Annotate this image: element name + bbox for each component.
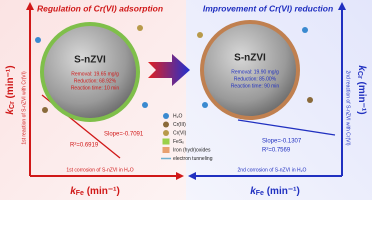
right-title: Improvement of Cr(VI) reduction [203,3,333,13]
legend-swatch [162,147,170,153]
r-squared: R²=0.6919 [70,143,99,149]
removal: Removal: 19.65 mg/g [71,71,119,77]
legend: H₂O Cr(III) Cr(VI) FeSₓ Iron (hydr)oxides ele… [161,113,213,162]
left-title: Regulation of Cr(VI) adsorption [37,3,163,13]
arrowhead [176,172,184,180]
legend-label: H₂O [173,113,183,119]
trend-line [237,119,336,136]
subscript: Fe [256,190,264,197]
corrosion-label: 2nd corrosion of S-nZVI in H₂O [238,167,307,173]
left-y-label: kCr (min⁻¹) [5,65,16,114]
right-particle: S-nZVI Removal: 19.90 mg/g Reduction: 85… [200,20,300,120]
transition-arrow [148,54,190,86]
unit: (min⁻¹) [84,186,120,197]
subscript: Cr [356,71,363,79]
slope: Slope=-0.7091 [104,132,144,138]
unit: (min⁻¹) [356,79,367,115]
unit: (min⁻¹) [5,65,16,101]
right-y-label: kCr (min⁻¹) [356,65,367,114]
legend-swatch [163,113,169,119]
ions [35,25,313,113]
reduction: Reduction: 85.00% [234,76,277,82]
subscript: Cr [9,101,16,109]
legend-swatch [162,138,170,145]
particle-label: S-nZVI [234,53,266,64]
corrosion-label: 1st corrosion of S-nZVI in H₂O [66,167,133,173]
k-symbol: k [356,65,367,71]
graphical-abstract: Regulation of Cr(VI) adsorption Improvem… [0,0,372,200]
core [204,24,296,116]
k-symbol: k [70,186,76,197]
k-symbol: k [250,186,256,197]
arrowhead [338,2,346,10]
slope: Slope=-0.1307 [262,139,302,145]
legend-swatch [163,130,169,136]
reaction-label: 1st reaction of S-nZVI with Cr(VI) [21,71,27,145]
core [44,26,136,118]
subscript: Fe [76,190,84,197]
removal: Removal: 19.90 mg/g [231,69,279,75]
left-particle: S-nZVI Removal: 19.65 mg/g Reduction: 68… [40,22,140,122]
legend-label: Cr(III) [173,122,186,128]
reaction-time: Reaction time: 10 min [71,85,120,91]
legend-label: FeSₓ [173,139,184,145]
arrowhead [26,2,34,10]
right-x-label: kFe (min⁻¹) [250,186,300,197]
left-x-label: kFe (min⁻¹) [70,186,120,197]
legend-swatch [163,121,169,128]
reaction-time: Reaction time: 90 min [231,83,280,89]
unit: (min⁻¹) [264,186,300,197]
legend-label: electron tunneling [173,156,213,162]
reaction-label: 2nd reaction of S-nZVI with Cr(VI) [345,70,351,145]
arrowhead [188,172,196,180]
reduction: Reduction: 68.92% [74,78,117,84]
particle-label: S-nZVI [74,55,106,66]
legend-label: Cr(VI) [173,130,187,136]
r-squared: R²=0.7569 [262,148,291,154]
legend-label: Iron (hydr)oxides [173,147,211,153]
k-symbol: k [5,109,16,115]
